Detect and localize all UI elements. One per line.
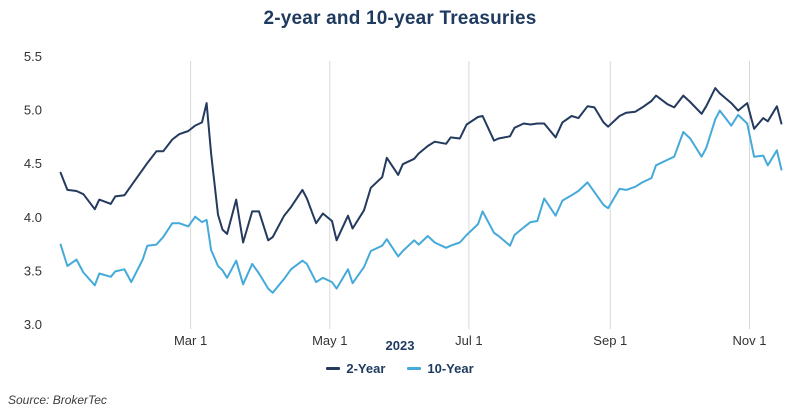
x-tick-label: Mar 1: [174, 333, 207, 348]
y-tick-label: 4.0: [24, 210, 42, 225]
legend-label-10-year: 10-Year: [427, 361, 474, 376]
treasuries-line-chart: 3.0 3.5 4.0 4.5 5.0 5.5 Mar 1 May 1 Jul 1 Sep 1 No…: [24, 49, 783, 348]
legend-item-2-year: 2-Year: [326, 361, 385, 376]
2-year-line-swatch: [326, 367, 341, 370]
y-tick-label: 5.0: [24, 103, 42, 118]
legend-label-2-year: 2-Year: [346, 361, 386, 376]
x-tick-label: Sep 1: [593, 333, 627, 348]
series-line-10-year: [59, 109, 783, 294]
y-tick-label: 5.5: [24, 49, 42, 64]
source-note: Source: BrokerTec: [8, 393, 107, 407]
x-tick-label: May 1: [312, 333, 347, 348]
chart-legend: 2-Year 10-Year: [0, 361, 800, 376]
x-axis-year-label: 2023: [385, 338, 415, 353]
y-tick-label: 3.5: [24, 263, 42, 278]
series-line-2-year: [59, 87, 783, 244]
x-tick-label: Jul 1: [455, 333, 482, 348]
y-tick-label: 3.0: [24, 317, 42, 332]
y-tick-label: 4.5: [24, 156, 42, 171]
x-tick-label: Nov 1: [733, 333, 767, 348]
chart-title: 2-year and 10-year Treasuries: [263, 8, 537, 29]
legend-item-10-year: 10-Year: [407, 361, 474, 376]
10-year-line-swatch: [407, 367, 422, 370]
